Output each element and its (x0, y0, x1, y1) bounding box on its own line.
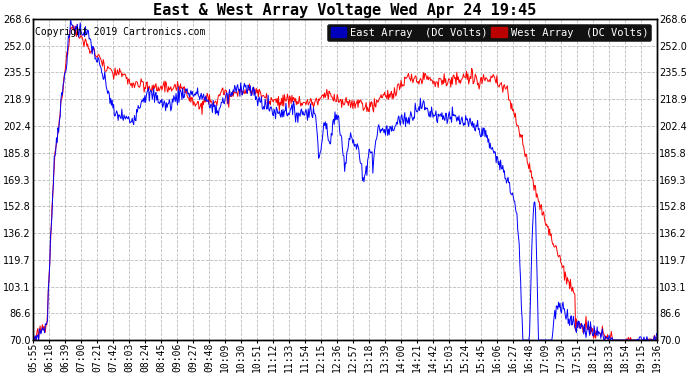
Title: East & West Array Voltage Wed Apr 24 19:45: East & West Array Voltage Wed Apr 24 19:… (153, 3, 537, 18)
Text: Copyright 2019 Cartronics.com: Copyright 2019 Cartronics.com (35, 27, 206, 37)
Legend: East Array  (DC Volts), West Array  (DC Volts): East Array (DC Volts), West Array (DC Vo… (327, 24, 651, 40)
